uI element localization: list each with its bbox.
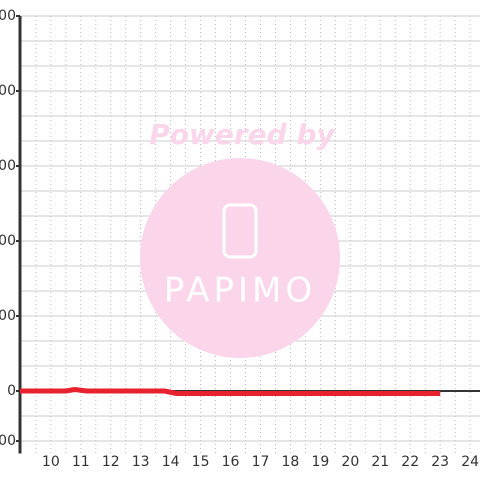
watermark-icon (222, 203, 258, 259)
series-line (20, 387, 441, 396)
y-tick-label: 120,000 (0, 83, 16, 99)
y-tick-label: 150,000 (0, 8, 16, 24)
x-tick-label: 13 (132, 454, 150, 470)
x-tick-label: 11 (72, 454, 90, 470)
y-tick-label: -20,000 (0, 433, 16, 449)
x-tick-label: 20 (341, 454, 359, 470)
x-tick-label: 22 (401, 454, 419, 470)
x-tick-label: 24 (461, 454, 479, 470)
x-tick-label: 18 (282, 454, 300, 470)
y-tick-label: 0 (7, 383, 16, 399)
x-tick-label: 15 (192, 454, 210, 470)
x-tick-label: 12 (102, 454, 120, 470)
y-tick-label: 90,000 (0, 158, 16, 174)
x-tick-label: 10 (42, 454, 60, 470)
y-tick-label: 60,000 (0, 233, 16, 249)
x-tick-label: 14 (162, 454, 180, 470)
x-tick-label: 19 (311, 454, 329, 470)
y-tick-label: 30,000 (0, 308, 16, 324)
x-tick-label: 16 (222, 454, 240, 470)
x-tick-label: 21 (371, 454, 389, 470)
watermark-brand: PAPIMO (164, 271, 316, 311)
x-tick-label: 17 (252, 454, 270, 470)
x-tick-label: 23 (431, 454, 449, 470)
watermark-title: Powered by (149, 118, 336, 151)
